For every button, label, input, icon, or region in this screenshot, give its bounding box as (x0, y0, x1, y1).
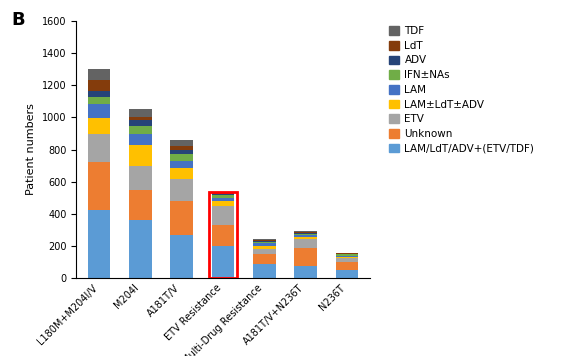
Bar (212, 206, 234, 225)
Bar (294, 234, 317, 235)
Bar (212, 198, 234, 201)
Bar (212, 225, 234, 246)
Bar (294, 248, 317, 266)
Bar (87, 91, 110, 98)
Bar (87, 80, 110, 91)
Bar (212, 194, 234, 195)
Bar (253, 239, 276, 240)
Bar (294, 231, 317, 232)
Bar (87, 162, 110, 210)
Bar (170, 140, 193, 146)
Bar (129, 117, 152, 120)
Y-axis label: Patient numbers: Patient numbers (26, 104, 36, 195)
Bar (170, 161, 193, 168)
Bar (253, 242, 276, 243)
Bar (212, 195, 234, 198)
Bar (129, 126, 152, 134)
Bar (253, 243, 276, 246)
Bar (336, 257, 359, 258)
Legend: TDF, LdT, ADV, IFN±NAs, LAM, LAM±LdT±ADV, ETV, Unknown, LAM/LdT/ADV+(ETV/TDF): TDF, LdT, ADV, IFN±NAs, LAM, LAM±LdT±ADV… (387, 24, 537, 156)
Bar (170, 150, 193, 154)
Text: B: B (12, 11, 25, 29)
Bar (253, 255, 276, 264)
Bar (87, 69, 110, 80)
Bar (336, 253, 359, 255)
Bar (336, 258, 359, 262)
Bar (87, 98, 110, 104)
Bar (129, 220, 152, 278)
Bar (294, 232, 317, 233)
Bar (87, 104, 110, 118)
Bar (212, 246, 234, 278)
Bar (336, 262, 359, 270)
Bar (129, 190, 152, 220)
Bar (253, 240, 276, 241)
Bar (129, 109, 152, 117)
Bar (87, 118, 110, 134)
Bar (294, 239, 317, 248)
Bar (294, 233, 317, 234)
Bar (129, 166, 152, 190)
Bar (336, 270, 359, 278)
Bar (87, 210, 110, 278)
Bar (212, 193, 234, 194)
Bar (170, 168, 193, 179)
Bar (170, 146, 193, 150)
Bar (294, 235, 317, 237)
Bar (129, 120, 152, 126)
Bar (294, 266, 317, 278)
Bar (336, 256, 359, 257)
Bar (129, 134, 152, 145)
Bar (170, 235, 193, 278)
Bar (336, 255, 359, 256)
Bar (253, 249, 276, 255)
Bar (212, 201, 234, 205)
Bar (129, 145, 152, 166)
Bar (253, 246, 276, 249)
Bar (253, 241, 276, 242)
Bar (170, 201, 193, 235)
Bar (294, 237, 317, 239)
Bar (253, 264, 276, 278)
Bar (170, 155, 193, 161)
Bar (170, 179, 193, 201)
Bar (87, 134, 110, 162)
